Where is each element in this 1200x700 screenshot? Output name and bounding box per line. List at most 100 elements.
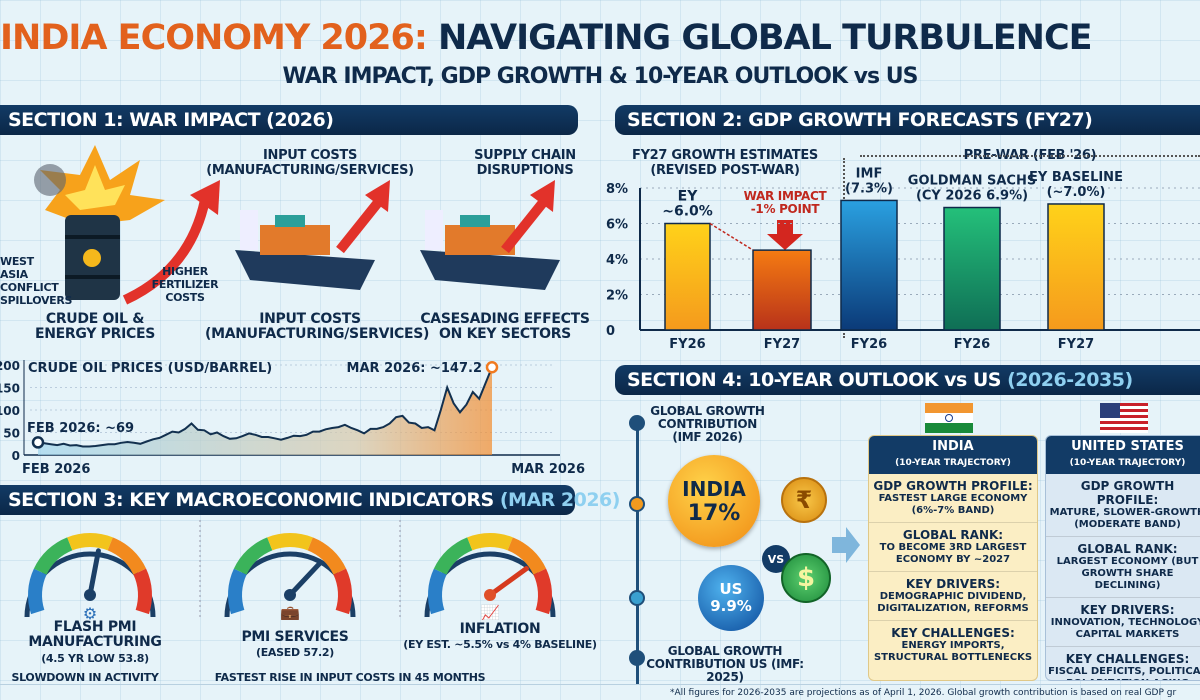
us-contribution-bubble: US 9.9% xyxy=(698,565,764,631)
y-tick-label: 6% xyxy=(606,218,628,233)
price-line xyxy=(37,366,493,448)
section4-header: SECTION 4: 10-YEAR OUTLOOK vs US (2026-2… xyxy=(615,365,1200,395)
war-impact-illustration xyxy=(34,145,560,305)
section2-header: SECTION 2: GDP GROWTH FORECASTS (FY27) xyxy=(615,105,1200,135)
us-card-header: UNITED STATES (10-YEAR TRAJECTORY) xyxy=(1046,436,1200,474)
vs-badge: VS xyxy=(762,545,790,573)
gauge-arc xyxy=(107,537,147,575)
supply-chain-label: SUPPLY CHAIN DISRUPTIONS xyxy=(474,148,576,178)
y-tick-label: 200 xyxy=(0,359,20,373)
gauges: ⚙ 💼 📈 xyxy=(24,520,556,620)
input-costs-bottom-label: INPUT COSTS (MANUFACTURING/SERVICES) xyxy=(205,311,430,342)
gauge-hub xyxy=(284,589,296,601)
us-row: GDP GROWTH PROFILE: MATURE, SLOWER-GROWTH… xyxy=(1046,474,1200,537)
global-growth-label: GLOBAL GROWTH CONTRIBUTION (IMF 2026) xyxy=(650,404,765,444)
cargo-ship-icon xyxy=(235,210,375,290)
gauge-arc xyxy=(233,537,273,575)
y-tick-label: 0 xyxy=(12,449,20,463)
bar-label: (~7.0%) xyxy=(1047,185,1106,200)
gauge-arc xyxy=(428,568,447,615)
x-tick-label: FY26 xyxy=(851,337,887,352)
x-start-label: FEB 2026 xyxy=(22,462,90,477)
start-point xyxy=(31,436,45,449)
gauge-arc xyxy=(67,533,113,551)
gauge-arc xyxy=(267,533,313,551)
gauge-label-pmi-manufacturing: FLASH PMI MANUFACTURING xyxy=(28,619,162,650)
end-annotation: MAR 2026: ~147.2 xyxy=(347,361,482,376)
timeline-line xyxy=(636,420,639,685)
down-arrow-icon xyxy=(767,220,803,250)
footnote: *All figures for 2026-2035 are projectio… xyxy=(670,688,1177,698)
gauge-arc xyxy=(333,568,352,615)
rising-arrow-icon xyxy=(501,196,549,254)
india-row: GDP GROWTH PROFILE: FASTEST LARGE ECONOMY… xyxy=(869,474,1037,523)
timeline-dot-us xyxy=(629,590,645,606)
gauge-detail-inflation: (EY EST. ~5.5% vs 4% BASELINE) xyxy=(403,638,597,651)
page-title: INDIA ECONOMY 2026: NAVIGATING GLOBAL TU… xyxy=(0,18,1093,58)
gauge-label-inflation: INFLATION xyxy=(459,621,541,637)
y-tick-label: 0 xyxy=(606,324,615,339)
input-costs-top-label: INPUT COSTS (MANUFACTURING/SERVICES) xyxy=(206,148,414,178)
gauge-arc xyxy=(228,568,247,615)
gauge-hub xyxy=(84,589,96,601)
india-card: INDIA (10-YEAR TRAJECTORY) GDP GROWTH PRO… xyxy=(868,435,1038,681)
chart-up-icon: 📈 xyxy=(480,604,500,620)
gauge-detail-pmi-manufacturing: (4.5 YR LOW 53.8) xyxy=(41,652,149,665)
x-tick-label: FY26 xyxy=(669,337,705,352)
bar xyxy=(943,206,1001,331)
timeline-dot-india xyxy=(629,496,645,512)
rupee-coin-icon: ₹ xyxy=(781,477,827,523)
cargo-ship-icon xyxy=(420,210,560,290)
bar-label: ~6.0% xyxy=(662,204,713,220)
gauge-arc xyxy=(33,537,73,575)
west-asia-label: WEST ASIA CONFLICT SPILLOVERS xyxy=(0,255,73,307)
gauge-needle xyxy=(487,566,529,598)
crude-oil-chart: 0 50 100 150 200 CRUDE OIL PRICES (USD/BARREL… xyxy=(0,359,585,477)
x-tick-label: FY26 xyxy=(954,337,990,352)
gauge-needle xyxy=(87,548,101,598)
us-row: KEY DRIVERS: INNOVATION, TECHNOLOGY CAPIT… xyxy=(1046,598,1200,647)
gauge-arc xyxy=(28,568,47,615)
india-row: KEY DRIVERS: DEMOGRAPHIC DIVIDEND, DIGITA… xyxy=(869,572,1037,621)
start-annotation: FEB 2026: ~69 xyxy=(27,421,134,436)
y-tick-label: 4% xyxy=(606,253,628,268)
y-tick-label: 2% xyxy=(606,289,628,304)
note-input-costs: FASTEST RISE IN INPUT COSTS IN 45 MONTHS xyxy=(214,671,486,684)
dollar-coin-icon: $ xyxy=(781,553,831,603)
bar xyxy=(1047,203,1105,331)
bar xyxy=(840,199,898,331)
timeline-dot xyxy=(629,415,645,431)
x-tick-label: FY27 xyxy=(1058,337,1094,352)
gauge-detail-pmi-services: (EASED 57.2) xyxy=(255,646,335,659)
section3-header: SECTION 3: KEY MACROECONOMIC INDICATORS … xyxy=(0,485,620,515)
bar-label: IMF xyxy=(856,166,883,181)
bar-label: GOLDMAN SACHS xyxy=(908,174,1036,189)
note-slowdown: SLOWDOWN IN ACTIVITY xyxy=(11,671,159,684)
briefcase-icon: 💼 xyxy=(280,604,300,620)
gauge-arc xyxy=(433,537,473,575)
india-card-header: INDIA (10-YEAR TRAJECTORY) xyxy=(869,436,1037,474)
y-tick-label: 150 xyxy=(0,382,20,396)
y-tick-label: 8% xyxy=(606,182,628,197)
bar-label: (CY 2026 6.9%) xyxy=(916,189,1028,204)
y-tick-label: 100 xyxy=(0,404,20,418)
gdp-bar-chart: 0 2% 4% 6% 8% FY26 EY~6.0% FY27 FY26 IMF(7.3%) FY2… xyxy=(606,166,1200,352)
gauge-arc xyxy=(307,537,347,575)
bar xyxy=(664,222,711,331)
india-row: KEY CHALLENGES: ENERGY IMPORTS, STRUCTURA… xyxy=(873,626,1033,663)
rising-arrow-icon xyxy=(336,196,384,254)
war-impact-label: WAR IMPACT -1% POINT xyxy=(743,189,827,216)
footer-divider xyxy=(0,684,1200,685)
explosion-icon xyxy=(34,145,165,225)
gauge-hub xyxy=(484,589,496,601)
post-war-group-label: FY27 GROWTH ESTIMATES (REVISED POST-WAR) xyxy=(631,148,818,178)
y-tick-label: 50 xyxy=(3,427,20,441)
us-flag-icon xyxy=(1100,403,1148,433)
page-subtitle: WAR IMPACT, GDP GROWTH & 10-YEAR OUTLOOK… xyxy=(282,64,919,89)
us-row: GLOBAL RANK: LARGEST ECONOMY (BUT GROWTH … xyxy=(1046,537,1200,598)
cascading-effects-label: CASESADING EFFECTS ON KEY SECTORS xyxy=(420,311,590,342)
gauge-label-pmi-services: PMI SERVICES xyxy=(241,629,349,645)
gauge-arc xyxy=(467,533,513,551)
gauge-arc xyxy=(133,568,152,615)
us-row: KEY CHALLENGES: FISCAL DEFICITS, POLITICA… xyxy=(1048,652,1200,680)
